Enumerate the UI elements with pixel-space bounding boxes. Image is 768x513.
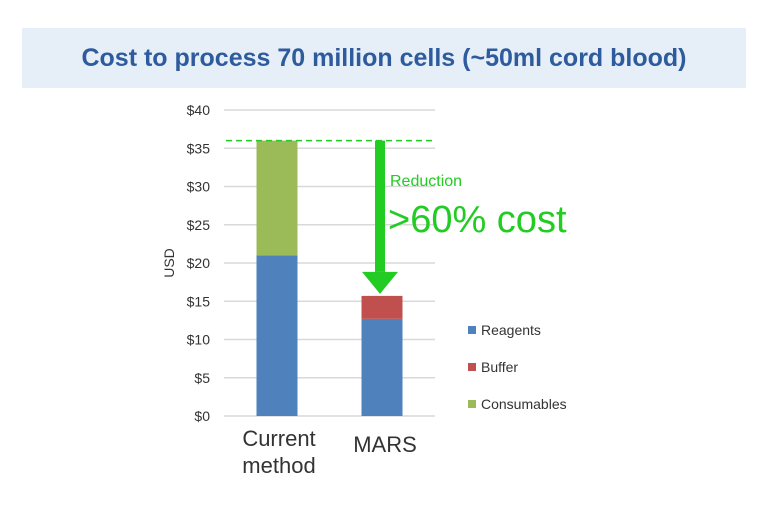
legend-label: Reagents bbox=[481, 322, 541, 338]
y-tick-label: $10 bbox=[187, 332, 211, 348]
reduction-percentage: >60% cost bbox=[388, 199, 567, 241]
legend-swatch-reagents bbox=[468, 326, 476, 334]
bar-segment-reagents bbox=[256, 255, 298, 416]
reduction-arrow-shaft bbox=[375, 140, 385, 272]
bar-segment-reagents bbox=[361, 318, 403, 416]
title-banner: Cost to process 70 million cells (~50ml … bbox=[22, 28, 746, 88]
legend-swatch-consumables bbox=[468, 400, 476, 408]
y-tick-label: $5 bbox=[194, 370, 210, 386]
legend-label: Consumables bbox=[481, 396, 567, 412]
legend-label: Buffer bbox=[481, 359, 518, 375]
y-tick-label: $35 bbox=[187, 140, 211, 156]
bar-segment-buffer bbox=[361, 295, 403, 319]
x-category-label: method bbox=[242, 453, 315, 478]
legend-swatch-buffer bbox=[468, 363, 476, 371]
x-category-label: MARS bbox=[353, 432, 417, 457]
y-tick-label: $25 bbox=[187, 217, 211, 233]
reduction-arrow-head-icon bbox=[362, 271, 398, 294]
chart-title: Cost to process 70 million cells (~50ml … bbox=[81, 43, 687, 72]
reduction-label: Reduction bbox=[390, 173, 462, 190]
bar-segment-consumables bbox=[256, 140, 298, 256]
y-tick-label: $40 bbox=[187, 102, 211, 118]
y-tick-label: $20 bbox=[187, 255, 211, 271]
y-tick-label: $30 bbox=[187, 179, 211, 195]
x-category-label: Current bbox=[242, 426, 315, 451]
y-tick-label: $15 bbox=[187, 293, 211, 309]
y-axis-label: USD bbox=[161, 248, 177, 278]
y-tick-label: $0 bbox=[194, 408, 210, 424]
